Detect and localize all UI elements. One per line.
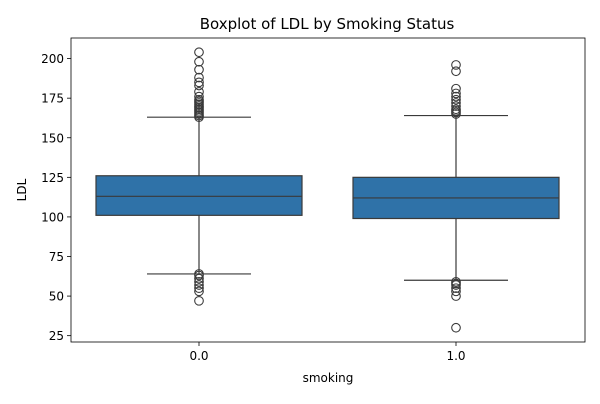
plot-area <box>95 47 560 333</box>
iqr-box <box>95 175 303 216</box>
outlier-point <box>451 104 461 115</box>
outlier-point <box>194 286 204 297</box>
y-tick-label: 125 <box>41 171 64 185</box>
outlier-point <box>194 56 204 67</box>
outlier-point <box>194 295 204 306</box>
y-tick-label: 175 <box>41 92 64 106</box>
outlier-point <box>451 98 461 108</box>
outlier-point <box>194 280 204 290</box>
outlier-point <box>194 91 204 102</box>
y-tick-label: 150 <box>41 131 64 145</box>
outlier-point <box>194 276 204 287</box>
outlier-point <box>194 86 204 97</box>
outlier-point <box>194 94 204 105</box>
outlier-point <box>451 88 461 99</box>
outlier-point <box>451 286 461 297</box>
outlier-point <box>194 283 204 294</box>
chart-title: Boxplot of LDL by Smoking Status <box>200 15 455 33</box>
outlier-point <box>194 80 204 91</box>
plot-frame <box>70 37 586 343</box>
axes: 25 50 75 100 125 150 175 200 0.0 1.0 <box>41 52 465 363</box>
y-tick-label: 50 <box>49 290 64 304</box>
outlier-point <box>451 66 461 77</box>
y-tick-label: 100 <box>41 210 64 224</box>
outlier-point <box>194 64 204 75</box>
outlier-point <box>451 60 461 70</box>
outlier-point <box>194 273 204 284</box>
y-tick-label: 75 <box>49 250 64 264</box>
y-axis-label: LDL <box>15 178 29 201</box>
outlier-point <box>451 83 461 94</box>
x-tick-label: 1.0 <box>446 349 465 363</box>
outlier-point <box>451 276 461 287</box>
y-tick-label: 200 <box>41 52 64 66</box>
x-axis-label: smoking <box>303 371 354 385</box>
outlier-point <box>451 94 461 105</box>
y-tick-label: 25 <box>49 329 64 343</box>
outlier-point <box>194 47 204 58</box>
outlier-point <box>451 101 461 111</box>
outlier-point <box>194 72 204 83</box>
outlier-point <box>194 77 204 88</box>
outlier-point <box>194 269 204 279</box>
outlier-point <box>451 91 461 102</box>
x-tick-label: 0.0 <box>189 349 208 363</box>
outlier-point <box>451 283 461 294</box>
outlier-point <box>451 322 461 333</box>
outlier-point <box>451 291 461 301</box>
